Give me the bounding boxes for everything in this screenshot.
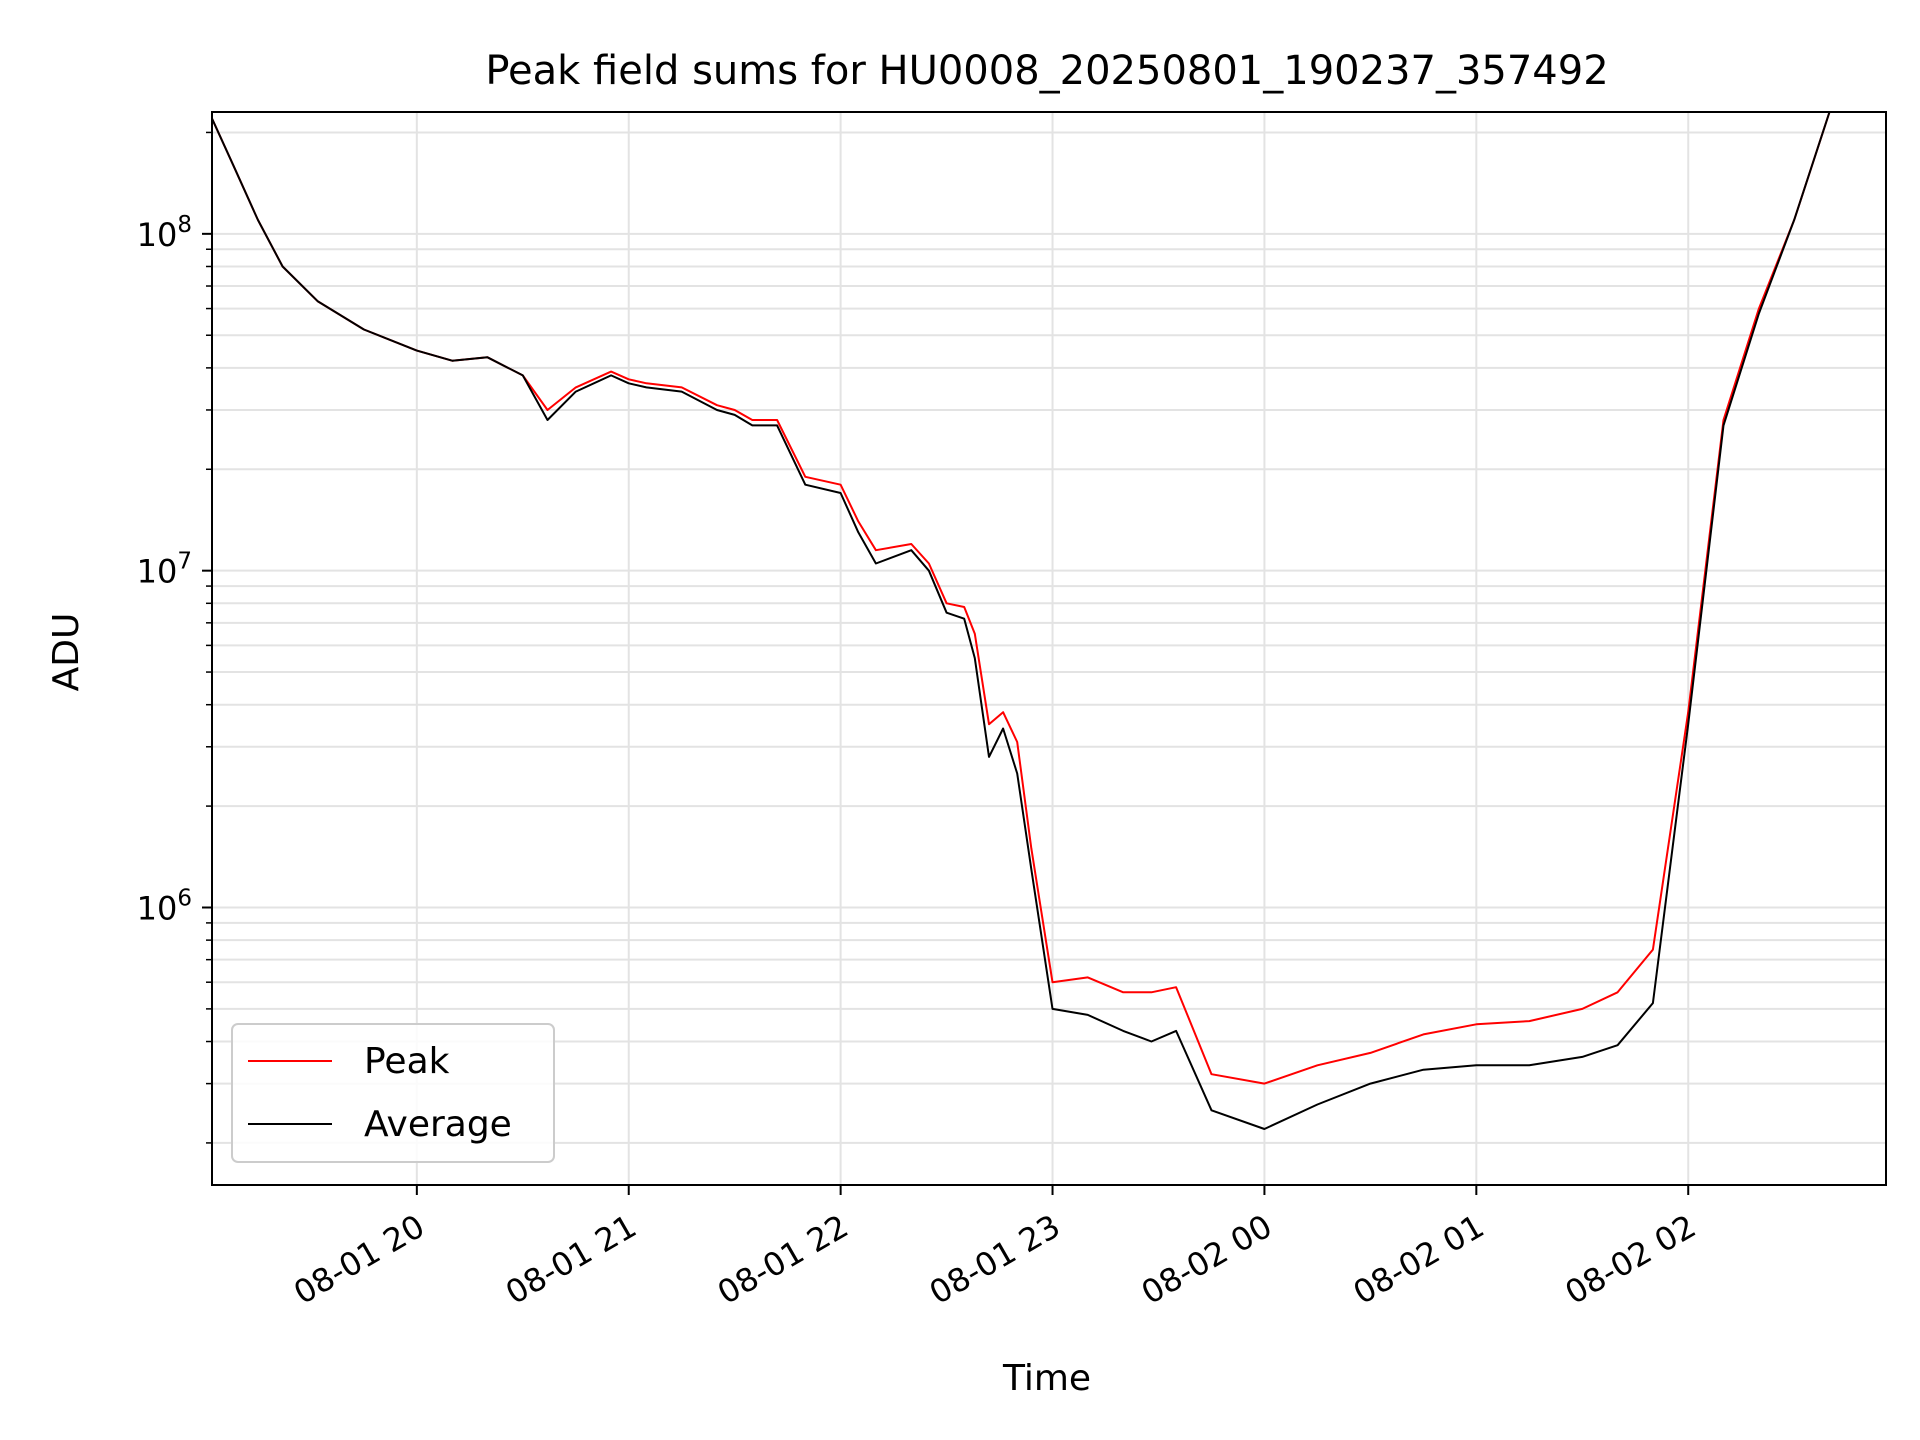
y-tick-label: 106 bbox=[137, 885, 192, 927]
x-tick-label: 08-01 21 bbox=[499, 1207, 643, 1312]
legend-label-average: Average bbox=[364, 1104, 512, 1145]
x-axis-ticks: 08-01 20 08-01 21 08-01 22 08-01 23 08-02 00… bbox=[287, 1185, 1702, 1312]
legend-box bbox=[231, 1023, 555, 1163]
x-tick-label: 08-01 20 bbox=[287, 1207, 431, 1312]
plot-area-frame bbox=[211, 111, 1887, 1186]
chart-title: Peak field sums for HU0008_20250801_1902… bbox=[485, 48, 1608, 94]
y-tick-base: 10 bbox=[137, 889, 178, 927]
y-tick-exponent: 7 bbox=[177, 549, 192, 575]
y-tick-label: 108 bbox=[137, 212, 192, 254]
x-tick-label: 08-02 00 bbox=[1135, 1207, 1279, 1312]
y-tick-exponent: 8 bbox=[177, 212, 192, 238]
legend: Peak Average bbox=[231, 1023, 555, 1163]
series-line-peak bbox=[211, 111, 1886, 1085]
x-tick-label: 08-01 23 bbox=[923, 1207, 1067, 1312]
y-axis-label: ADU bbox=[46, 613, 87, 692]
y-tick-base: 10 bbox=[137, 553, 178, 591]
legend-label-peak: Peak bbox=[364, 1041, 450, 1082]
series-line-average bbox=[211, 111, 1886, 1130]
y-tick-base: 10 bbox=[137, 216, 178, 254]
x-axis-label: Time bbox=[1002, 1358, 1091, 1399]
series-lines bbox=[211, 111, 1886, 1130]
x-tick-label: 08-01 22 bbox=[711, 1207, 855, 1312]
x-tick-label: 08-02 02 bbox=[1559, 1207, 1703, 1312]
x-tick-label: 08-02 01 bbox=[1347, 1207, 1491, 1312]
y-tick-exponent: 6 bbox=[177, 885, 192, 911]
y-tick-label: 107 bbox=[137, 549, 192, 591]
